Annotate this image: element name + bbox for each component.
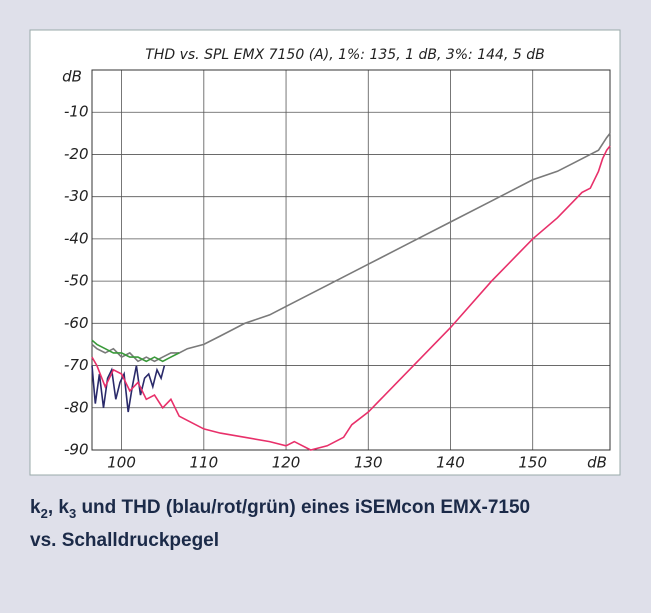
y-tick-label: -90	[64, 441, 89, 459]
caption-text: , k	[47, 497, 69, 518]
y-tick-label: -80	[64, 398, 89, 416]
x-tick-label: 110	[190, 454, 219, 472]
x-tick-label: 150	[518, 454, 547, 472]
x-tick-label: 120	[272, 454, 301, 472]
y-tick-label: -70	[64, 356, 89, 374]
series-line	[91, 132, 611, 363]
caption-text: k	[30, 497, 41, 518]
plot-frame	[91, 69, 611, 451]
y-tick-label: -20	[64, 145, 89, 163]
caption-sub: 2	[40, 505, 48, 521]
x-tick-label: 140	[436, 454, 465, 472]
caption-text: vs. Schalldruckpegel	[30, 529, 220, 551]
y-tick-label: -50	[64, 272, 89, 290]
caption: k2, k3 und THD (blau/rot/grün) eines iSE…	[30, 494, 630, 554]
y-tick-label: -10	[64, 103, 89, 121]
caption-sub: 3	[68, 505, 77, 521]
y-tick-label: -60	[64, 314, 89, 332]
x-tick-label: 130	[354, 454, 383, 472]
caption-text: und THD (blau/rot/grün) eines iSEMcon EM…	[76, 497, 531, 518]
y-axis-label: dB	[62, 68, 82, 86]
x-tick-label: 100	[107, 454, 136, 472]
series-line	[91, 145, 611, 451]
chart-title: THD vs. SPL EMX 7150 (A), 1%: 135, 1 dB,…	[145, 47, 544, 63]
y-tick-label: -40	[64, 229, 89, 247]
series-line	[91, 339, 180, 363]
y-tick-label: -30	[64, 187, 89, 205]
x-axis-label: dB	[587, 454, 607, 472]
chart-panel	[29, 29, 621, 476]
series-line	[91, 365, 166, 413]
